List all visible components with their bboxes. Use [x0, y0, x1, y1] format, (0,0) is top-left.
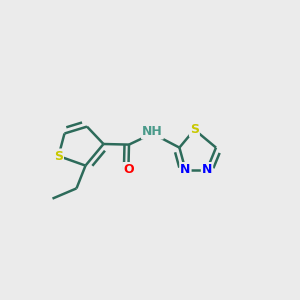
Text: N: N [202, 163, 212, 176]
Text: NH: NH [142, 125, 163, 139]
Text: O: O [123, 163, 134, 176]
Text: S: S [54, 149, 63, 163]
Text: S: S [190, 123, 199, 136]
Text: N: N [180, 163, 190, 176]
